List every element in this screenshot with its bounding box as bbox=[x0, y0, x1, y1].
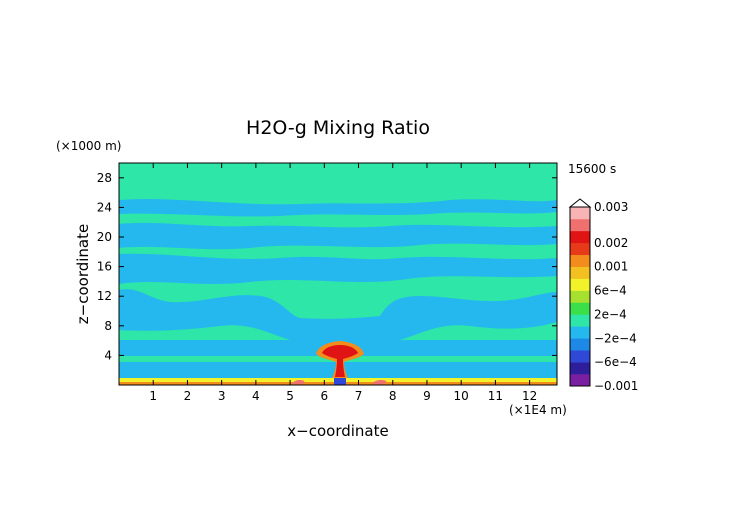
field-band-middle bbox=[119, 253, 557, 284]
mixing-ratio-field bbox=[119, 163, 557, 385]
x-axis-label: x−coordinate bbox=[287, 422, 388, 440]
x-tick-label: 4 bbox=[252, 389, 260, 403]
colorbar-cell bbox=[570, 326, 590, 339]
colorbar-cell bbox=[570, 266, 590, 279]
y-tick-label: 12 bbox=[97, 289, 112, 303]
colorbar-cell bbox=[570, 278, 590, 291]
x-tick-label: 5 bbox=[286, 389, 294, 403]
field-band-lower bbox=[119, 289, 557, 340]
y-tick-label: 28 bbox=[97, 171, 112, 185]
colorbar-cell bbox=[570, 302, 590, 315]
colorbar-cell bbox=[570, 218, 590, 232]
colorbar: 0.003 0.002 0.001 6e−4 2e−4 −2e−4 −6e−4 −0.001 bbox=[568, 198, 638, 393]
colorbar-cell bbox=[570, 350, 590, 363]
y-axis-ticks: 4 8 12 16 20 24 28 bbox=[97, 171, 557, 362]
plot-frame bbox=[118, 162, 558, 386]
colorbar-tick-label: −6e−4 bbox=[594, 355, 637, 369]
colorbar-cell bbox=[570, 207, 590, 220]
colorbar-tick-label: 0.002 bbox=[594, 236, 628, 250]
x-tick-label: 7 bbox=[355, 389, 363, 403]
colorbar-overflow-triangle bbox=[568, 198, 592, 208]
y-tick-label: 8 bbox=[104, 319, 112, 333]
colorbar-tick-label: 0.001 bbox=[594, 260, 628, 274]
y-tick-label: 16 bbox=[97, 260, 112, 274]
x-tick-label: 3 bbox=[218, 389, 226, 403]
y-axis-label: z−coordinate bbox=[74, 224, 92, 324]
x-tick-label: 1 bbox=[149, 389, 157, 403]
y-tick-label: 24 bbox=[97, 200, 112, 214]
field-plume-blue-core bbox=[334, 378, 346, 385]
colorbar-tick-label: 0.003 bbox=[594, 200, 628, 214]
colorbar-cell bbox=[570, 338, 590, 351]
colorbar-cell bbox=[570, 242, 590, 256]
colorbar-cell bbox=[570, 374, 590, 387]
colorbar-tick-label: −2e−4 bbox=[594, 331, 637, 345]
x-tick-label: 9 bbox=[423, 389, 431, 403]
y-tick-label: 20 bbox=[97, 230, 112, 244]
field-surface-blob-right bbox=[372, 380, 387, 385]
colorbar-tick-label: 6e−4 bbox=[594, 284, 627, 298]
colorbar-frame bbox=[569, 206, 591, 387]
colorbar-cell bbox=[570, 314, 590, 327]
x-tick-label: 8 bbox=[389, 389, 397, 403]
x-tick-label: 11 bbox=[488, 389, 503, 403]
colorbar-cell bbox=[570, 290, 590, 303]
chart-title: H2O-g Mixing Ratio bbox=[246, 117, 430, 139]
colorbar-tick-label: 2e−4 bbox=[594, 307, 627, 321]
x-tick-label: 10 bbox=[454, 389, 469, 403]
field-surface-blob-left bbox=[292, 380, 305, 385]
x-tick-label: 6 bbox=[320, 389, 328, 403]
colorbar-tick-label: −0.001 bbox=[594, 379, 638, 393]
x-tick-label: 12 bbox=[522, 389, 537, 403]
time-label: 15600 s bbox=[568, 162, 616, 176]
colorbar-cell bbox=[570, 230, 590, 244]
field-plume-red bbox=[322, 345, 358, 377]
x-tick-label: 2 bbox=[184, 389, 192, 403]
x-axis-unit: (×1E4 m) bbox=[509, 403, 567, 417]
colorbar-cell bbox=[570, 254, 590, 267]
y-tick-label: 4 bbox=[104, 348, 112, 362]
field-band-mid-upper bbox=[119, 222, 557, 250]
x-axis-ticks: 1 2 3 4 5 6 7 8 9 10 11 12 bbox=[149, 163, 537, 403]
y-axis-unit: (×1000 m) bbox=[56, 139, 121, 153]
colorbar-cell bbox=[570, 362, 590, 375]
field-band-upper bbox=[119, 199, 557, 217]
